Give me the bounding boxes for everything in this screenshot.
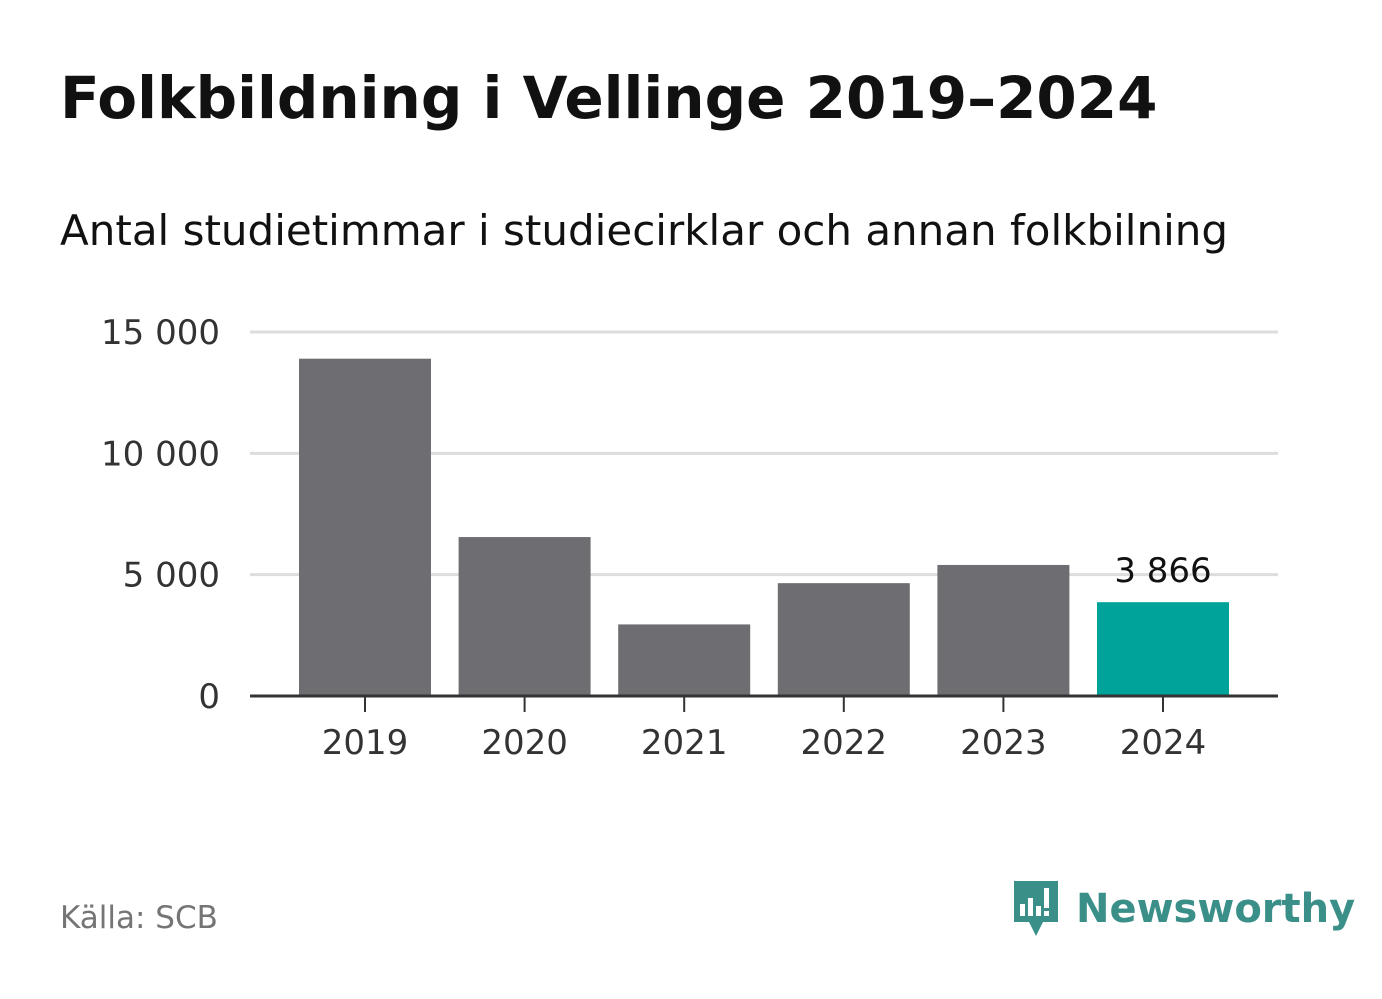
x-tick-label: 2023 [960, 723, 1047, 763]
bar-2024 [1097, 602, 1229, 696]
bar-2022 [777, 583, 910, 696]
x-tick-label: 2022 [801, 723, 888, 763]
bar-2021 [618, 624, 751, 696]
x-tick-label: 2024 [1120, 723, 1207, 763]
bar-2023 [937, 564, 1070, 696]
labels: 0 5 000 10 000 15 000 2019 2020 2021 2022 2023 20… [101, 313, 1212, 763]
x-tick-label: 2020 [481, 723, 568, 763]
chart-subtitle: Antal studietimmar i studiecirklar och a… [60, 206, 1229, 255]
bar-2020 [458, 537, 591, 696]
brand-name: Newsworthy [1076, 886, 1356, 932]
source-note: Källa: SCB [60, 900, 218, 936]
bars [299, 358, 1229, 696]
x-tick-label: 2021 [641, 723, 728, 763]
y-tick-label: 15 000 [101, 313, 220, 353]
x-tick-label: 2019 [322, 723, 409, 763]
data-label: 3 866 [1114, 551, 1211, 591]
bar-2019 [299, 358, 431, 696]
newsworthy-logo-icon [1014, 881, 1058, 936]
chart-title: Folkbildning i Vellinge 2019–2024 [60, 64, 1158, 132]
brand-logo: Newsworthy [1010, 878, 1355, 940]
y-tick-label: 0 [198, 677, 220, 717]
y-tick-label: 10 000 [101, 434, 220, 474]
axes [250, 694, 1278, 712]
y-tick-label: 5 000 [123, 556, 220, 596]
